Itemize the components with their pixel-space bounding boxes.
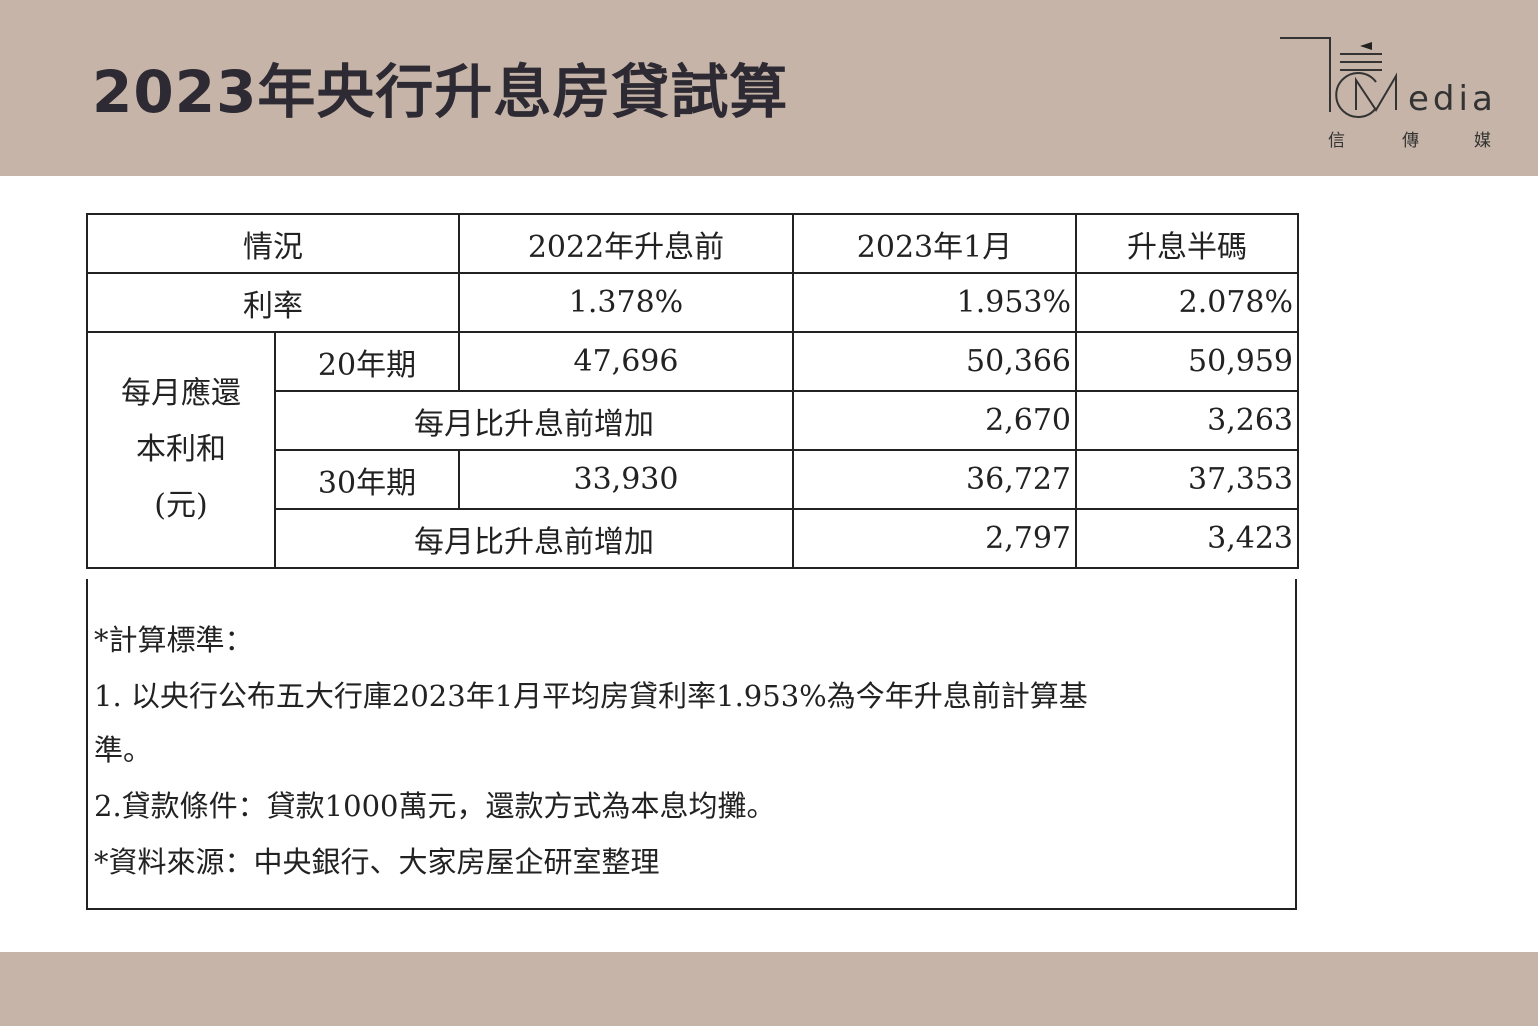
row-label: 20年期 <box>274 331 460 392</box>
group-label-line: 每月應還 <box>121 376 241 411</box>
row-label: 30年期 <box>274 449 460 510</box>
cell: 3,423 <box>1075 508 1299 569</box>
column-header: 升息半碼 <box>1075 213 1299 274</box>
logo-mark-icon: edia <box>1280 37 1497 119</box>
notes-box: *計算標準： 1. 以央行公布五大行庫2023年1月平均房貸利率1.953%為今… <box>86 579 1297 910</box>
row-label: 利率 <box>86 272 460 333</box>
logo-sub: 傳 <box>1402 131 1419 151</box>
note-source: *資料來源：中央銀行、大家房屋企研室整理 <box>94 845 660 879</box>
row-label: 每月比升息前增加 <box>274 508 794 569</box>
column-header: 情況 <box>86 213 460 274</box>
header-band <box>0 0 1538 176</box>
table-row: 30年期 33,930 36,727 37,353 <box>87 449 1299 510</box>
group-label-line: (元) <box>154 488 208 523</box>
logo: edia 信 傳 媒 <box>1278 32 1508 152</box>
page-title: 2023年央行升息房貸試算 <box>92 58 789 126</box>
cell: 3,263 <box>1075 390 1299 451</box>
table-row: 每月應還 本利和 (元) 20年期 47,696 50,366 50,959 <box>86 331 1299 569</box>
cell: 2,797 <box>792 508 1077 569</box>
table-header-row: 情況 2022年升息前 2023年1月 升息半碼 <box>86 213 1299 274</box>
table-row: 每月比升息前增加 2,797 3,423 <box>87 508 1299 569</box>
logo-sub: 信 <box>1328 131 1345 151</box>
cell: 2.078% <box>1075 272 1299 333</box>
cell: 47,696 <box>458 331 794 392</box>
mortgage-table: 情況 2022年升息前 2023年1月 升息半碼 利率 1.378% 1.953… <box>86 213 1299 569</box>
notes-heading: *計算標準： <box>94 623 254 657</box>
cell: 37,353 <box>1075 449 1299 510</box>
cell: 33,930 <box>458 449 794 510</box>
column-header: 2023年1月 <box>792 213 1077 274</box>
cell: 36,727 <box>792 449 1077 510</box>
note-item: 1. 以央行公布五大行庫2023年1月平均房貸利率1.953%為今年升息前計算基 <box>94 679 1088 713</box>
footer-band <box>0 952 1538 1026</box>
cell: 50,959 <box>1075 331 1299 392</box>
column-header: 2022年升息前 <box>458 213 794 274</box>
note-item: 準。 <box>94 733 153 767</box>
row-label: 每月比升息前增加 <box>274 390 794 451</box>
logo-text: edia <box>1408 79 1497 119</box>
group-label-line: 本利和 <box>136 432 226 467</box>
cell: 50,366 <box>792 331 1077 392</box>
table-row: 每月比升息前增加 2,670 3,263 <box>87 390 1299 451</box>
logo-sub: 媒 <box>1474 131 1491 151</box>
note-item: 2.貸款條件：貸款1000萬元，還款方式為本息均攤。 <box>94 789 776 823</box>
cell: 1.953% <box>792 272 1077 333</box>
cell: 2,670 <box>792 390 1077 451</box>
cell: 1.378% <box>458 272 794 333</box>
table-row: 利率 1.378% 1.953% 2.078% <box>86 272 1299 333</box>
group-label: 每月應還 本利和 (元) <box>86 331 276 569</box>
